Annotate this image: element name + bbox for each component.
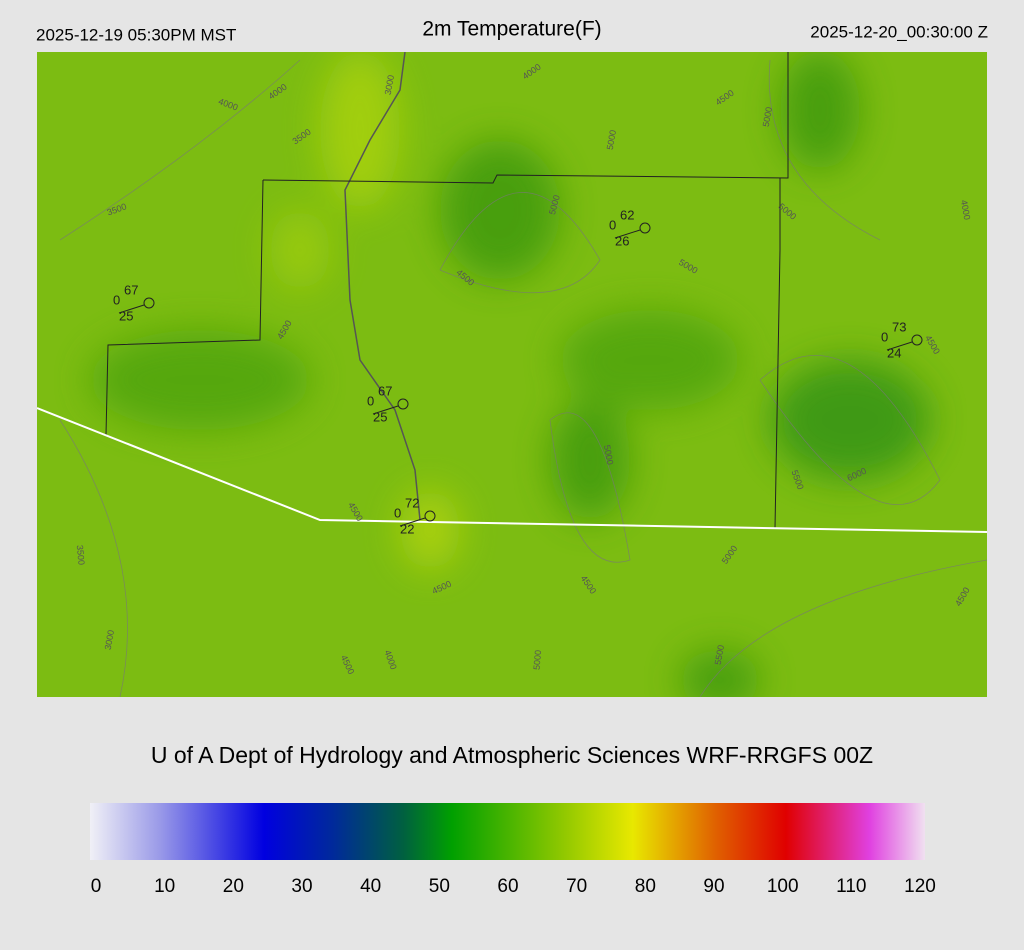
station-wind: 0 — [367, 393, 374, 408]
colorbar-tick-label: 40 — [360, 876, 381, 897]
contour-label: 5500 — [713, 644, 726, 665]
map: 3000400040004000350035004500500050005000… — [37, 52, 987, 697]
station-wind: 0 — [881, 329, 888, 344]
station-dew: 22 — [400, 521, 414, 536]
station-circle — [639, 222, 651, 234]
wind-shaft — [399, 517, 426, 527]
colorbar-tick-label: 10 — [154, 876, 175, 897]
station-circle — [424, 510, 436, 522]
footer: U of A Dept of Hydrology and Atmospheric… — [151, 742, 873, 768]
station-wind: 0 — [394, 505, 401, 520]
valid-utc: 2025-12-20_00:30:00 Z — [810, 22, 988, 41]
station-wind: 0 — [609, 217, 616, 232]
colorbar-tick-label: 50 — [429, 876, 450, 897]
colorbar-tick-label: 100 — [767, 876, 799, 897]
contour-label: 5000 — [605, 129, 618, 150]
station-temp: 67 — [124, 282, 138, 297]
station-dew: 24 — [887, 345, 901, 360]
wind-shaft — [886, 341, 913, 351]
contour-label: 3000 — [383, 74, 396, 95]
colorbar-tick-label: 0 — [91, 876, 102, 897]
wind-shaft — [614, 229, 641, 239]
colorbar-tick-label: 110 — [836, 876, 866, 897]
station-circle — [397, 398, 409, 410]
map-title: 2m Temperature(F) — [422, 18, 601, 41]
station-temp: 73 — [892, 319, 906, 334]
colorbar-tick-label: 60 — [497, 876, 518, 897]
station-temp: 72 — [405, 495, 419, 510]
wind-shaft — [118, 304, 145, 314]
contour-label: 5000 — [602, 444, 615, 465]
colorbar-tick-label: 120 — [904, 876, 936, 897]
station-circle — [911, 334, 923, 346]
colorbar-tick-label: 30 — [291, 876, 312, 897]
contour-label: 5000 — [532, 650, 544, 671]
contour-label: 3000 — [103, 629, 116, 650]
station-dew: 26 — [615, 233, 629, 248]
colorbar-tick-label: 20 — [223, 876, 244, 897]
station-dew: 25 — [119, 308, 133, 323]
valid-local: 2025-12-19 05:30PM MST — [36, 25, 236, 44]
colorbar-tick-label: 80 — [635, 876, 656, 897]
station-circle — [143, 297, 155, 309]
contour-label: 5000 — [761, 106, 774, 127]
colorbar — [90, 803, 925, 860]
station-temp: 62 — [620, 207, 634, 222]
colorbar-tick-label: 90 — [703, 876, 724, 897]
contour-label: 3500 — [75, 545, 87, 566]
station-dew: 25 — [373, 409, 387, 424]
contour-label: 4000 — [959, 199, 972, 220]
station-wind: 0 — [113, 292, 120, 307]
station-temp: 67 — [378, 383, 392, 398]
wind-shaft — [372, 405, 399, 415]
colorbar-tick-label: 70 — [566, 876, 587, 897]
